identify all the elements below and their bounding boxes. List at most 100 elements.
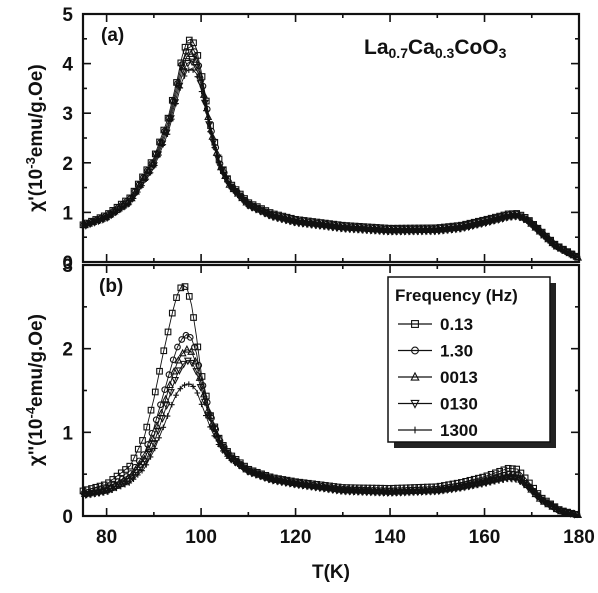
data-point	[196, 383, 205, 392]
data-point	[181, 283, 189, 290]
data-point	[164, 413, 171, 419]
data-point	[547, 502, 553, 509]
data-point	[485, 478, 494, 486]
data-point	[147, 406, 155, 414]
data-point	[177, 385, 184, 392]
data-point	[517, 215, 524, 221]
data-point	[492, 218, 498, 225]
data-point	[232, 190, 239, 196]
data-point	[513, 214, 519, 220]
data-point	[545, 237, 554, 246]
y-tick-label: 3	[62, 256, 73, 277]
data-point	[96, 490, 103, 497]
data-point	[170, 366, 179, 375]
data-point	[143, 461, 150, 468]
series-line	[82, 68, 580, 259]
data-point	[134, 445, 142, 453]
data-point	[288, 219, 294, 225]
data-point	[126, 201, 133, 207]
data-point	[186, 334, 194, 341]
data-point	[421, 227, 430, 236]
legend-title: Frequency (Hz)	[395, 286, 518, 305]
data-point	[157, 401, 164, 409]
data-point	[178, 348, 187, 357]
data-point	[279, 217, 286, 223]
data-point	[190, 39, 197, 47]
data-point	[132, 469, 141, 477]
data-point	[179, 68, 188, 76]
data-point	[234, 192, 243, 201]
data-point	[275, 479, 281, 485]
data-point	[186, 43, 194, 51]
data-point	[237, 194, 243, 201]
data-point	[128, 474, 137, 482]
data-point	[466, 484, 473, 490]
data-point	[228, 185, 235, 192]
legend-entry: 0130	[398, 395, 478, 414]
data-point	[517, 469, 525, 477]
data-point	[254, 472, 260, 479]
data-point	[83, 222, 90, 229]
data-point	[107, 485, 116, 494]
data-point	[568, 510, 575, 517]
data-point	[245, 203, 252, 210]
data-point	[506, 474, 515, 483]
data-point	[560, 508, 566, 515]
data-point	[158, 415, 167, 423]
legend-entry: 0013	[398, 368, 478, 387]
data-point	[528, 221, 537, 230]
data-point	[500, 216, 507, 222]
y-tick-label: 1	[62, 203, 73, 224]
data-point	[169, 401, 175, 408]
data-point	[179, 360, 188, 369]
data-point	[417, 227, 426, 236]
data-point	[271, 215, 277, 221]
data-point	[521, 482, 528, 488]
data-point	[400, 228, 409, 236]
data-point	[296, 482, 303, 489]
data-point	[113, 485, 120, 492]
data-point	[94, 489, 103, 497]
data-point	[213, 154, 222, 163]
data-point	[528, 488, 537, 496]
data-point	[96, 218, 103, 225]
data-point	[479, 481, 485, 488]
data-point	[453, 486, 460, 492]
data-point	[115, 481, 124, 490]
data-point	[181, 73, 188, 79]
data-point	[470, 223, 477, 230]
data-point	[130, 195, 137, 202]
data-point	[530, 490, 536, 496]
legend-entry: 0.13	[398, 315, 473, 334]
data-point	[275, 216, 281, 222]
data-point	[430, 227, 439, 236]
data-point	[300, 483, 307, 489]
data-point	[441, 488, 447, 494]
data-point	[292, 220, 298, 226]
data-point	[498, 475, 507, 484]
data-point	[305, 483, 311, 490]
data-point	[532, 225, 541, 234]
legend-label: 0130	[440, 395, 478, 414]
data-point	[190, 383, 196, 390]
data-point	[215, 441, 222, 448]
data-point	[530, 223, 536, 230]
y-tick-label: 5	[62, 5, 73, 26]
data-point	[283, 218, 290, 224]
data-point	[151, 388, 159, 396]
data-point	[472, 481, 481, 489]
legend-label: 1.30	[440, 342, 473, 361]
data-point	[502, 474, 511, 483]
y-tick-label: 0	[62, 253, 73, 274]
data-point	[215, 159, 222, 166]
x-tick-label: 180	[563, 527, 595, 548]
series-plus	[82, 67, 580, 260]
data-point	[475, 222, 481, 229]
legend-label: 1300	[440, 421, 478, 440]
data-point	[551, 505, 558, 511]
data-point	[139, 437, 146, 444]
y-tick-label: 0	[62, 507, 73, 528]
data-point	[152, 162, 158, 169]
x-tick-label: 120	[280, 527, 312, 548]
